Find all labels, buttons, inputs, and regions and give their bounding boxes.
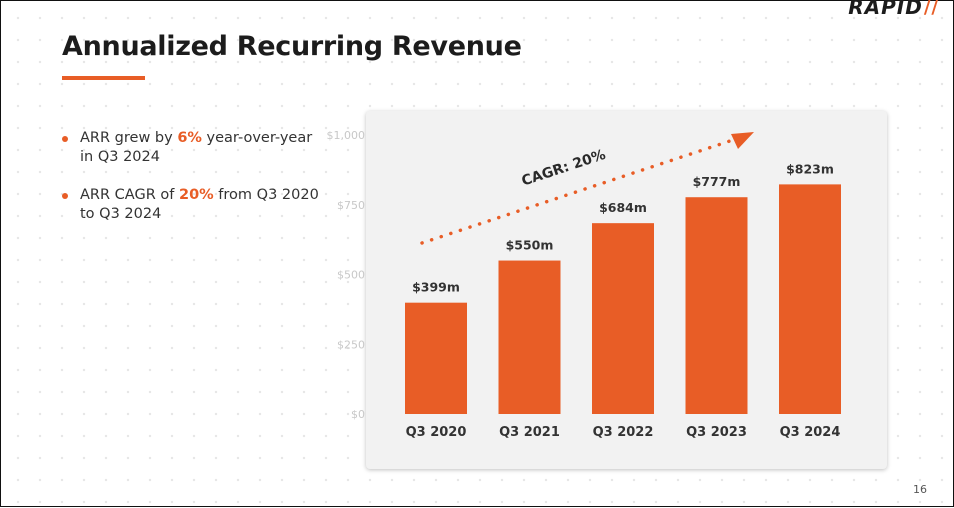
cagr-annotation: CAGR: 20% — [520, 147, 608, 190]
cagr-arrowhead-icon — [731, 132, 754, 149]
x-tick-label: Q3 2021 — [499, 425, 560, 440]
rapid7-logo: RAPID// — [848, 0, 939, 19]
x-tick-label: Q3 2023 — [686, 425, 747, 440]
data-label: $684m — [599, 200, 647, 215]
y-tick-label: $1,000 — [327, 129, 366, 142]
data-label: $823m — [786, 161, 834, 176]
y-tick-label: $250 — [337, 338, 365, 351]
page-title: Annualized Recurring Revenue — [62, 31, 522, 62]
cagr-highlight: 20% — [178, 187, 214, 203]
bar — [498, 260, 561, 414]
data-label: $550m — [506, 238, 554, 253]
bar — [779, 184, 841, 414]
x-tick-label: Q3 2024 — [780, 425, 841, 440]
yoy-growth-highlight: 6% — [177, 130, 202, 146]
bar — [685, 197, 748, 414]
logo-mark-icon: // — [923, 0, 939, 18]
data-label: $777m — [693, 174, 741, 189]
y-tick-label: $500 — [337, 269, 365, 282]
bullet-item-yoy: ARR grew by 6% year-over-year in Q3 2024 — [61, 129, 321, 167]
logo-text: RAPID — [848, 0, 923, 19]
y-tick-label: $0 — [351, 408, 365, 421]
page-number: 16 — [913, 483, 927, 496]
title-underline — [62, 76, 145, 80]
x-tick-label: Q3 2022 — [593, 425, 654, 440]
bullet-list: ARR grew by 6% year-over-year in Q3 2024… — [61, 129, 321, 243]
bullet-item-cagr: ARR CAGR of 20% from Q3 2020 to Q3 2024 — [61, 186, 321, 224]
y-tick-label: $750 — [337, 199, 365, 212]
data-label: $399m — [412, 280, 460, 295]
x-tick-label: Q3 2020 — [406, 425, 467, 440]
bar — [592, 223, 654, 414]
cagr-trend-line — [420, 139, 731, 245]
bar — [405, 302, 467, 414]
